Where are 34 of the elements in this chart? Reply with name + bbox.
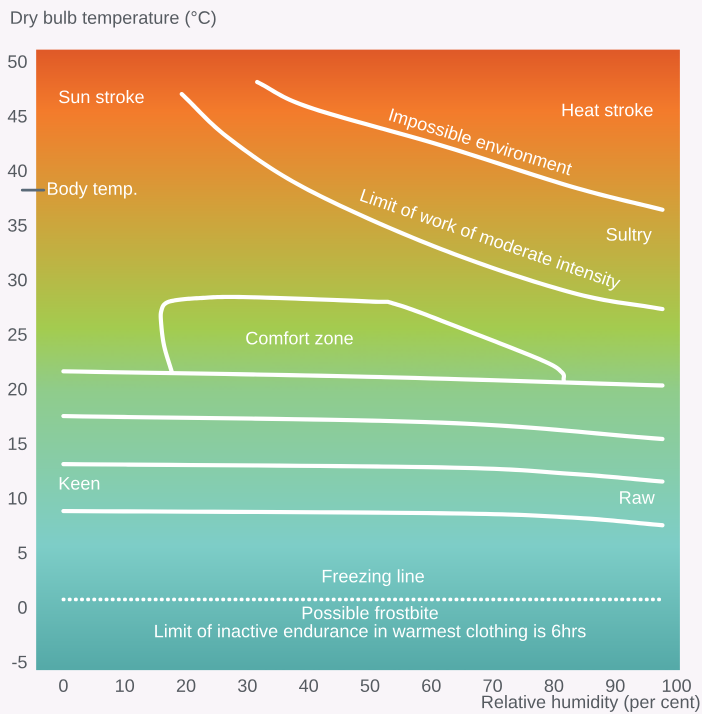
x-tick-label: 20 <box>176 679 196 692</box>
y-tick-label: 30 <box>8 274 27 286</box>
x-tick-label: 70 <box>483 679 502 692</box>
y-tick-label: 0 <box>18 601 27 614</box>
y-tick-label: 25 <box>8 328 27 341</box>
y-tick-label: 20 <box>8 382 27 396</box>
y-tick-label: 50 <box>8 55 27 68</box>
annotation: Body temp. <box>48 182 136 199</box>
y-tick-label: -5 <box>12 656 27 668</box>
x-tick-label: 0 <box>59 679 68 692</box>
x-tick-label: 30 <box>238 679 257 692</box>
x-tick-label: 40 <box>299 679 318 692</box>
x-axis-title: Relative humidity (per cent) <box>482 695 700 712</box>
x-tick-label: 10 <box>116 679 134 692</box>
y-tick-label: 40 <box>8 164 27 178</box>
x-tick-label: 90 <box>606 679 625 692</box>
y-tick-label: 10 <box>8 492 27 505</box>
annotation: Sultry <box>606 228 652 244</box>
annotation: Keen <box>60 477 100 490</box>
y-tick-label: 15 <box>8 437 27 450</box>
annotation: Possible frostbite Limit of inactive endurance in warmest clothing is 6hrs <box>155 606 586 641</box>
y-axis-title: Dry bulb temperature (°C) <box>11 10 216 28</box>
x-tick-label: 100 <box>662 679 691 692</box>
annotation: Freezing line <box>322 569 424 586</box>
y-tick-label: 45 <box>8 110 27 123</box>
x-tick-label: 50 <box>360 679 380 692</box>
y-tick-label: 5 <box>18 546 27 560</box>
annotation: Heat stroke <box>562 103 653 116</box>
annotation: Comfort zone <box>246 331 353 345</box>
x-tick-label: 60 <box>422 679 441 692</box>
x-tick-label: 80 <box>544 679 564 692</box>
y-tick-label: 35 <box>8 218 27 232</box>
annotation: Raw <box>620 491 655 504</box>
annotation: Sun stroke <box>59 90 144 104</box>
